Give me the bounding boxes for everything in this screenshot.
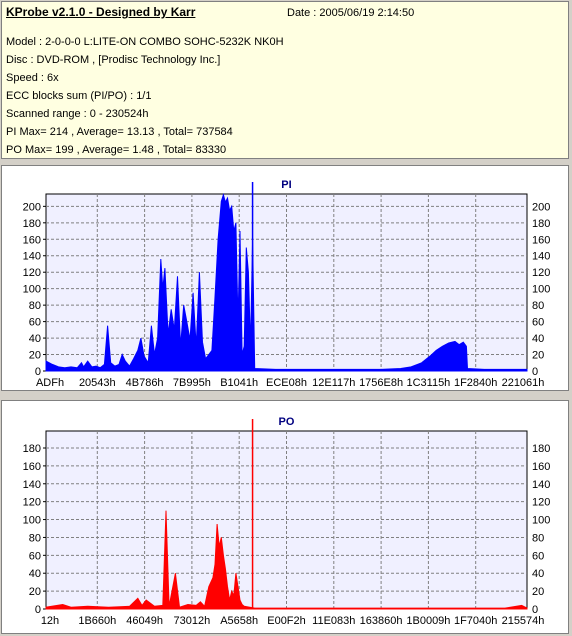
pi-chart: PI 0 0 20 20 40 40 60 60 80 80 100 100 120 120 140 140 16…	[23, 179, 551, 389]
pi-x-tick-label: 221061h	[502, 377, 545, 389]
pi-y-tick-label-left: 140	[23, 251, 41, 263]
pi-y-tick-label-left: 200	[23, 201, 41, 213]
pi-series-area	[45, 193, 528, 372]
po-y-tick-label-left: 180	[23, 443, 41, 455]
pi-y-tick-label-left: 180	[23, 218, 41, 230]
pi-x-tick-label: 1C3115h	[406, 377, 450, 389]
pi-y-tick-label-right: 100	[532, 284, 550, 296]
pi-y-tick-label-left: 100	[23, 284, 41, 296]
info-model: Model : 2-0-0-0 L:LITE-ON COMBO SOHC-523…	[6, 36, 284, 48]
pi-x-tick-label: ECE08h	[266, 377, 307, 389]
info-scanned-range: Scanned range : 0 - 230524h	[6, 108, 149, 120]
pi-x-tick-label: 1F2840h	[454, 377, 497, 389]
pi-y-tick-label-right: 120	[532, 267, 550, 279]
pi-y-tick-label-left: 120	[23, 267, 41, 279]
po-x-tick-label: 11E083h	[312, 615, 355, 627]
info-pi-stats: PI Max= 214 , Average= 13.13 , Total= 73…	[6, 126, 233, 138]
po-y-tick-label-right: 180	[532, 443, 550, 455]
po-x-tick-label: 46049h	[126, 615, 163, 627]
pi-y-tick-label-right: 180	[532, 218, 550, 230]
po-x-tick-label: 215574h	[502, 615, 545, 627]
po-y-tick-label-right: 140	[532, 479, 550, 491]
info-po-stats: PO Max= 199 , Average= 1.48 , Total= 833…	[6, 144, 227, 156]
po-x-tick-label: E00F2h	[267, 615, 306, 627]
info-lines: Model : 2-0-0-0 L:LITE-ON COMBO SOHC-523…	[6, 33, 284, 159]
po-y-tick-label-left: 40	[29, 568, 41, 580]
pi-chart-title: PI	[281, 179, 291, 191]
pi-y-tick-label-left: 80	[29, 300, 41, 312]
po-series-area	[45, 510, 528, 610]
po-y-tick-label-left: 140	[23, 479, 41, 491]
po-y-tick-label-left: 0	[35, 604, 41, 616]
app-title: KProbe v2.1.0 - Designed by Karr	[6, 5, 196, 19]
po-x-tick-label: A5658h	[220, 615, 258, 627]
po-y-tick-label-right: 40	[532, 568, 544, 580]
po-y-tick-label-left: 120	[23, 497, 41, 509]
po-x-tick-label: 1B660h	[78, 615, 116, 627]
po-x-tick-label: 163860h	[360, 615, 403, 627]
pi-y-tick-label-right: 80	[532, 300, 544, 312]
po-chart-title: PO	[279, 416, 295, 428]
po-y-tick-label-left: 80	[29, 532, 41, 544]
po-y-tick-label-left: 60	[29, 550, 41, 562]
pi-y-tick-label-left: 20	[29, 350, 41, 362]
po-x-tick-label: 73012h	[174, 615, 211, 627]
po-y-tick-label-right: 80	[532, 532, 544, 544]
pi-x-tick-label: 7B995h	[173, 377, 211, 389]
po-chart-panel: PO 0 0 20 20 40 40 60 60 80 80 100 100 120 120 140 140 16…	[1, 400, 569, 634]
pi-y-tick-label-left: 40	[29, 333, 41, 345]
info-panel: KProbe v2.1.0 - Designed by Karr Date : …	[1, 1, 569, 159]
pi-y-tick-label-right: 40	[532, 333, 544, 345]
po-y-tick-label-right: 100	[532, 515, 550, 527]
pi-y-tick-label-right: 0	[532, 366, 538, 378]
po-y-tick-label-left: 160	[23, 461, 41, 473]
pi-x-tick-label: 20543h	[79, 377, 116, 389]
info-speed: Speed : 6x	[6, 72, 59, 84]
pi-x-tick-label: 12E117h	[312, 377, 355, 389]
pi-x-tick-label: 4B786h	[126, 377, 164, 389]
pi-x-tick-label: ADFh	[36, 377, 64, 389]
pi-y-tick-label-left: 160	[23, 234, 41, 246]
scan-date: Date : 2005/06/19 2:14:50	[287, 7, 415, 19]
pi-y-tick-label-right: 60	[532, 317, 544, 329]
po-y-tick-label-right: 0	[532, 604, 538, 616]
info-ecc-blocks: ECC blocks sum (PI/PO) : 1/1	[6, 90, 152, 102]
pi-y-tick-label-right: 200	[532, 201, 550, 213]
po-x-tick-label: 1F7040h	[454, 615, 497, 627]
pi-y-tick-label-left: 60	[29, 317, 41, 329]
info-disc: Disc : DVD-ROM , [Prodisc Technology Inc…	[6, 54, 221, 66]
pi-y-tick-label-right: 140	[532, 251, 550, 263]
po-y-tick-label-left: 100	[23, 515, 41, 527]
pi-x-tick-label: 1756E8h	[359, 377, 403, 389]
pi-y-tick-label-right: 160	[532, 234, 550, 246]
po-y-tick-label-right: 60	[532, 550, 544, 562]
pi-y-tick-label-right: 20	[532, 350, 544, 362]
po-x-tick-label: 12h	[41, 615, 59, 627]
po-y-tick-label-right: 120	[532, 497, 550, 509]
pi-y-tick-label-left: 0	[35, 366, 41, 378]
pi-x-tick-label: B1041h	[220, 377, 258, 389]
po-chart: PO 0 0 20 20 40 40 60 60 80 80 100 100 120 120 140 140 16…	[23, 416, 551, 627]
po-x-tick-label: 1B0009h	[406, 615, 450, 627]
pi-chart-panel: PI 0 0 20 20 40 40 60 60 80 80 100 100 120 120 140 140 16…	[1, 165, 569, 391]
po-y-tick-label-left: 20	[29, 586, 41, 598]
po-y-tick-label-right: 20	[532, 586, 544, 598]
po-y-tick-label-right: 160	[532, 461, 550, 473]
